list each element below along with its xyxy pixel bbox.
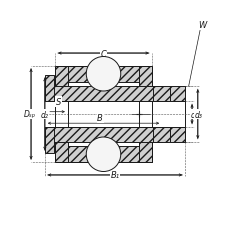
Text: W: W <box>197 21 206 30</box>
Polygon shape <box>45 127 161 142</box>
Text: d₃: d₃ <box>194 110 202 119</box>
Text: B: B <box>97 113 103 123</box>
Polygon shape <box>152 127 169 142</box>
Polygon shape <box>55 66 68 92</box>
Polygon shape <box>45 76 54 102</box>
Text: C: C <box>100 49 106 58</box>
Polygon shape <box>55 137 68 163</box>
Polygon shape <box>55 66 151 82</box>
Polygon shape <box>55 147 151 163</box>
Text: S: S <box>56 97 61 106</box>
Circle shape <box>86 57 120 92</box>
Text: Dₛₚ: Dₛₚ <box>24 110 36 119</box>
Polygon shape <box>152 87 169 102</box>
Polygon shape <box>139 66 151 92</box>
Text: d: d <box>190 110 195 119</box>
Polygon shape <box>169 127 184 142</box>
Polygon shape <box>45 127 54 153</box>
Circle shape <box>86 137 120 172</box>
Text: B₁: B₁ <box>110 171 119 180</box>
Text: d₂: d₂ <box>40 110 48 119</box>
Polygon shape <box>45 87 161 102</box>
Polygon shape <box>139 137 151 163</box>
Polygon shape <box>169 87 184 102</box>
